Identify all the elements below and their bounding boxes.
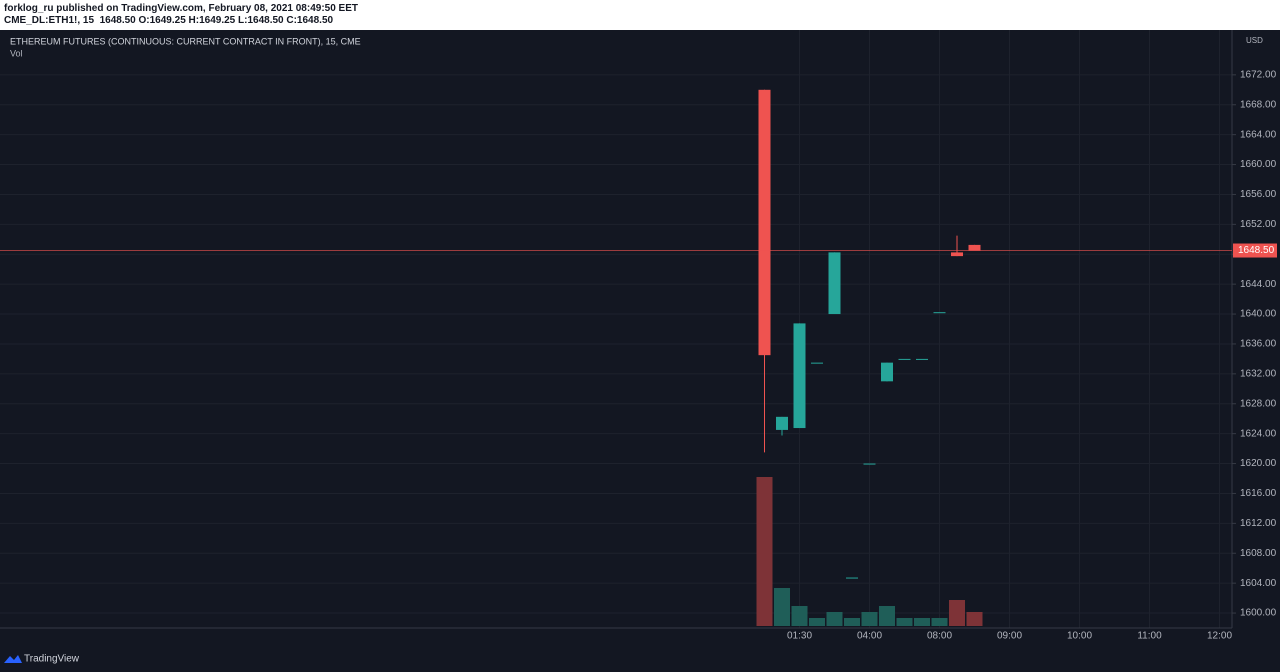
candle-body	[811, 362, 823, 364]
candle-body	[776, 416, 788, 430]
y-tick-label: 1608.00	[1240, 548, 1277, 559]
x-tick-label: 11:00	[1137, 631, 1162, 642]
candle-body	[758, 89, 771, 356]
y-tick-label: 1604.00	[1240, 578, 1277, 589]
currency: USD	[1246, 36, 1263, 45]
x-tick-label: 10:00	[1067, 631, 1092, 642]
y-tick-label: 1636.00	[1240, 339, 1277, 350]
y-tick-label: 1616.00	[1240, 488, 1277, 499]
last-price-label: 1648.50	[1238, 245, 1275, 256]
candle-body	[933, 312, 946, 314]
volume-bar	[774, 588, 790, 626]
y-tick-label: 1672.00	[1240, 69, 1277, 80]
y-tick-label: 1632.00	[1240, 368, 1277, 379]
candle-body	[916, 358, 928, 360]
volume-bar	[949, 600, 965, 626]
volume-bar	[896, 618, 913, 626]
y-tick-label: 1612.00	[1240, 518, 1277, 529]
candle-body	[863, 463, 876, 465]
y-tick-label: 1620.00	[1240, 458, 1277, 469]
x-tick-label: 08:00	[927, 631, 952, 642]
footer-bg	[0, 648, 1280, 672]
volume-bar	[844, 618, 860, 626]
candle-body	[968, 244, 981, 251]
volume-bar	[966, 612, 983, 626]
symbol: CME_DL:ETH1!, 15	[4, 15, 95, 26]
x-tick-label: 04:00	[857, 631, 882, 642]
x-tick-label: 09:00	[997, 631, 1022, 642]
y-tick-label: 1644.00	[1240, 279, 1277, 290]
candle-body	[951, 252, 963, 257]
publisher: forklog_ru published on TradingView.com,…	[4, 3, 358, 14]
volume-bar	[914, 618, 930, 626]
y-tick-label: 1660.00	[1240, 159, 1277, 170]
volume-bar	[931, 618, 948, 626]
candle-body	[881, 362, 893, 382]
last-price-box	[1233, 243, 1277, 258]
y-tick-label: 1668.00	[1240, 99, 1277, 110]
symbol-line: CME_DL:ETH1!, 15 1648.50 O:1649.25 H:164…	[4, 15, 1276, 27]
chart-title: ETHEREUM FUTURES (CONTINUOUS: CURRENT CO…	[10, 36, 361, 46]
volume-bar	[791, 606, 808, 626]
y-tick-label: 1628.00	[1240, 398, 1277, 409]
volume-label: Vol	[10, 48, 23, 58]
logo	[4, 655, 22, 663]
ohlc: 1648.50 O:1649.25 H:1649.25 L:1648.50 C:…	[99, 15, 334, 26]
y-tick-label: 1664.00	[1240, 129, 1277, 140]
volume-bar	[809, 618, 825, 626]
volume-bar	[879, 606, 895, 626]
brand: TradingView	[24, 654, 80, 665]
y-tick-label: 1656.00	[1240, 189, 1277, 200]
candle-body	[828, 252, 841, 315]
candle-body	[793, 323, 806, 429]
x-tick-label: 12:00	[1207, 631, 1232, 642]
y-tick-label: 1652.00	[1240, 219, 1277, 230]
x-tick-label: 01:30	[787, 631, 812, 642]
y-tick-label: 1624.00	[1240, 428, 1277, 439]
y-tick-label: 1640.00	[1240, 309, 1277, 320]
volume-bar	[826, 612, 843, 626]
header: forklog_ru published on TradingView.com,…	[0, 0, 1280, 30]
candle-body	[898, 358, 911, 360]
y-tick-label: 1600.00	[1240, 608, 1277, 619]
volume-bar	[756, 477, 773, 626]
candle-body	[846, 577, 858, 579]
volume-bar	[861, 612, 878, 626]
